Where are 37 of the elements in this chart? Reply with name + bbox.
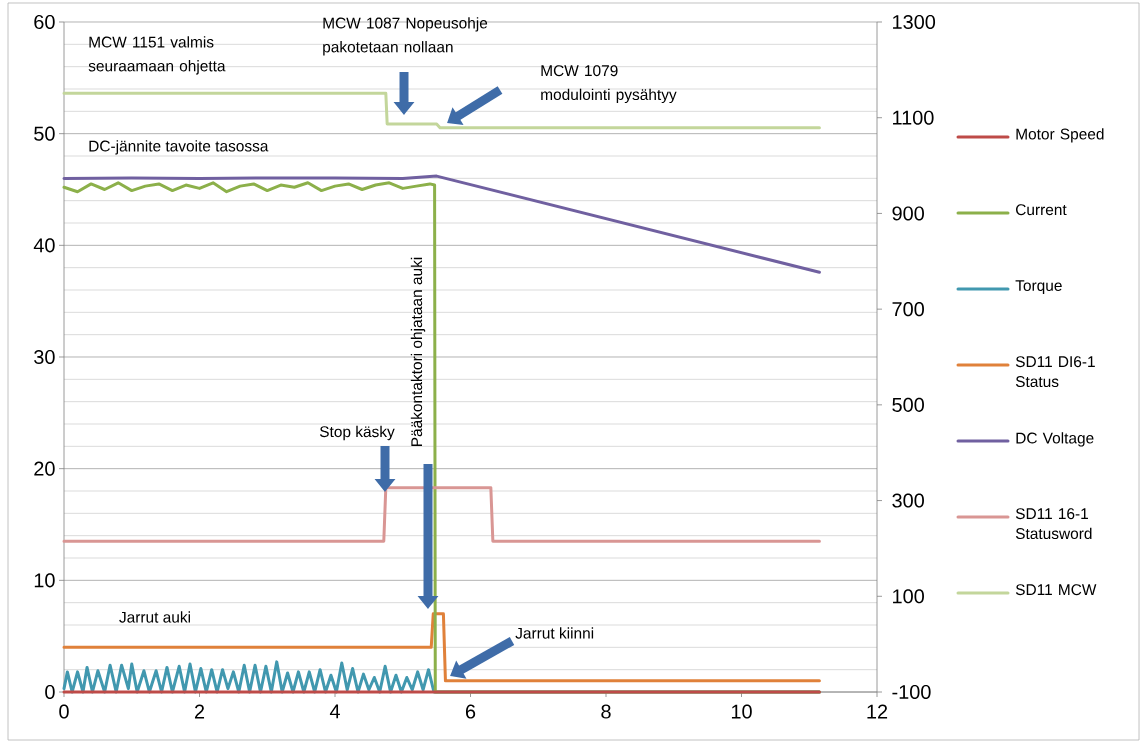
annotation: MCW 1087 Nopeusohje pakotetaan nollaan (323, 17, 488, 56)
y-tick-label: 50 (34, 126, 55, 141)
y2-tick-label: 1100 (893, 110, 934, 125)
legend-label: Motor Speed (1016, 128, 1104, 143)
y-tick-label: 10 (34, 573, 55, 588)
legend-label: SD11 16-1 Statusword (1015, 508, 1092, 540)
y2-tick-label: -100 (892, 684, 931, 700)
y-tick-label: 20 (34, 461, 55, 476)
annotation: MCW 1151 valmis seuraamaan ohjetta (88, 36, 226, 75)
y-tick-label: 0 (45, 684, 55, 700)
y2-tick-label: 1300 (893, 14, 936, 30)
x-tick-label: 2 (194, 704, 205, 719)
annotation: Jarrut kiinni (515, 627, 594, 639)
legend-label: SD11 MCW (1015, 584, 1097, 596)
y2-tick-label: 100 (893, 589, 924, 604)
annotation: DC-jännite tavoite tasossa (89, 140, 269, 155)
y2-tick-label: 900 (892, 206, 924, 221)
x-tick-label: 0 (59, 704, 69, 719)
x-tick-label: 12 (867, 704, 888, 719)
y-tick-label: 30 (34, 349, 55, 365)
legend-label: Current (1015, 204, 1067, 216)
x-tick-label: 4 (329, 704, 340, 719)
y2-tick-label: 300 (892, 493, 924, 508)
legend-label: DC Voltage (1016, 432, 1094, 447)
annotation: Stop käsky (319, 425, 395, 441)
annotation: Jarrut auki (119, 611, 190, 623)
legend-label: SD11 DI6-1 Status (1015, 356, 1095, 388)
x-tick-label: 10 (731, 704, 752, 719)
annotation: Pääkontaktori ohjataan auki (410, 257, 426, 447)
y2-tick-label: 700 (892, 302, 924, 317)
annotation: MCW 1079 modulointi pysähtyy (541, 65, 677, 104)
y-tick-label: 40 (33, 238, 55, 253)
y2-tick-label: 500 (892, 397, 924, 412)
legend-label: Torque (1015, 280, 1062, 295)
x-tick-label: 8 (601, 704, 611, 719)
x-tick-label: 6 (465, 704, 476, 719)
y-tick-label: 60 (34, 14, 55, 30)
